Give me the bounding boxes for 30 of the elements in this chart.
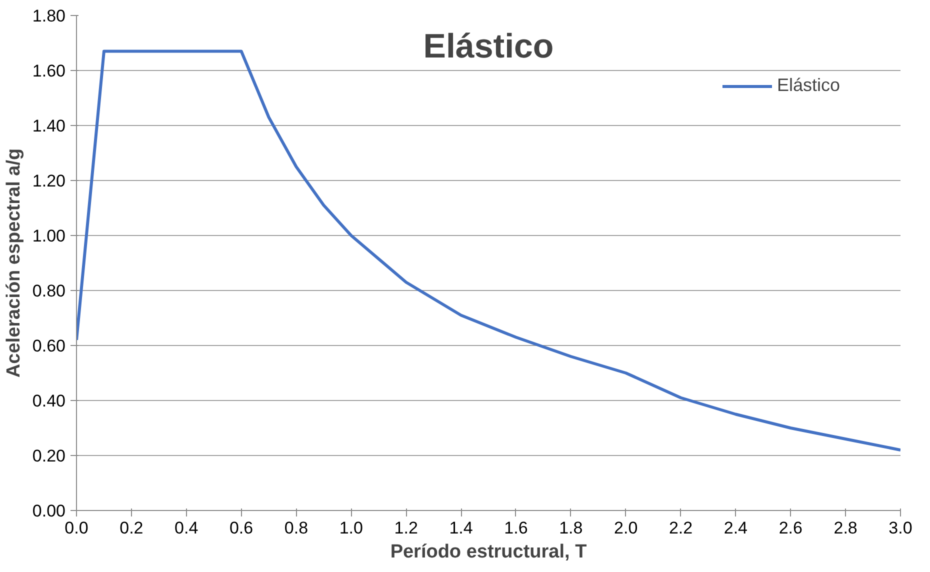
- x-tick-label: 0.4: [174, 518, 198, 538]
- y-tick-label: 1.60: [32, 62, 66, 80]
- y-tick-label: 0.00: [32, 502, 66, 520]
- x-tick-label: 1.8: [559, 518, 583, 538]
- x-tick-label: 1.0: [339, 518, 363, 538]
- y-tick-label: 1.40: [32, 116, 66, 136]
- x-tick-label: 0.8: [284, 518, 308, 538]
- chart-title: Elástico: [423, 28, 554, 66]
- x-tick-label: 0.2: [120, 518, 144, 538]
- x-tick-label: 2.4: [724, 518, 748, 538]
- x-tick-label: 0.0: [64, 518, 88, 538]
- x-tick-label: 2.2: [668, 518, 693, 538]
- legend-label: Elástico: [776, 75, 840, 96]
- y-tick-label: 1.00: [32, 226, 66, 246]
- y-tick-label: 1.20: [32, 172, 66, 190]
- x-tick-label: 1.2: [394, 518, 418, 538]
- x-tick-label: 2.0: [614, 518, 638, 538]
- x-tick-label: 2.6: [778, 518, 802, 538]
- y-tick-label: 0.40: [32, 392, 66, 410]
- x-tick-label: 2.8: [834, 518, 858, 538]
- x-tick-label: 0.6: [229, 518, 254, 538]
- y-tick-label: 0.20: [32, 446, 66, 466]
- y-tick-label: 0.60: [32, 336, 66, 356]
- y-tick-label: 0.80: [32, 282, 66, 300]
- x-tick-label: 1.4: [449, 518, 473, 538]
- x-axis-title: Período estructural, T: [390, 542, 588, 562]
- x-tick-label: 1.6: [504, 518, 528, 538]
- y-tick-label: 1.80: [32, 6, 66, 26]
- y-axis-title: Aceleración espectral a/g: [3, 148, 24, 378]
- x-tick-label: 3.0: [888, 518, 912, 538]
